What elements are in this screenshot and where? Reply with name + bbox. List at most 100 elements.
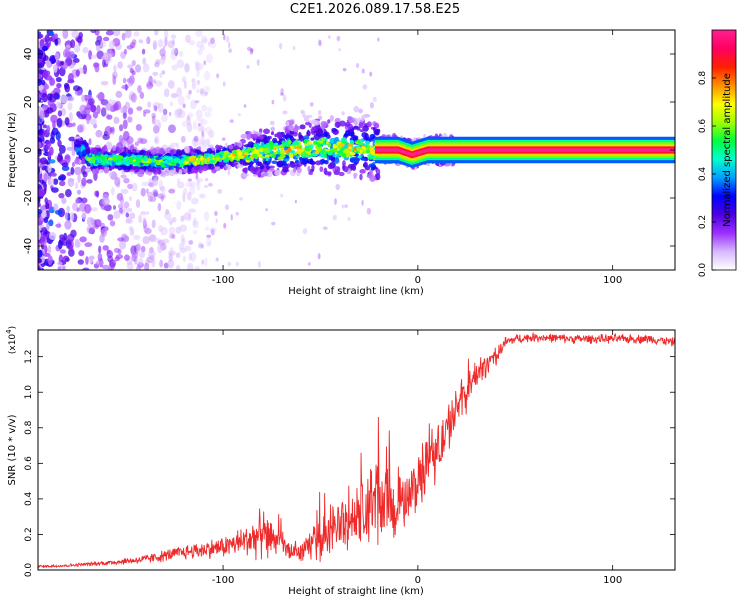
spectrogram-cell — [359, 169, 366, 174]
spectrogram-cell — [123, 48, 128, 55]
spectrogram-cell — [146, 211, 149, 215]
spectrogram-cell — [158, 193, 166, 200]
spectrogram-cell — [152, 39, 158, 50]
spectrogram-cell — [90, 207, 98, 212]
spectrogram-cell — [219, 161, 225, 167]
spectrogram-cell — [161, 70, 166, 75]
spectrogram-cell — [100, 160, 107, 165]
spectrogram-cell — [179, 247, 187, 253]
spectrogram-cell — [65, 44, 71, 49]
spectrogram-cell — [39, 110, 45, 120]
spectrogram-cell — [374, 128, 380, 136]
spectrogram-cell — [112, 30, 121, 37]
spectrogram-cell — [114, 256, 120, 262]
spectrogram-cell — [223, 33, 226, 41]
spectrogram-cell — [135, 124, 142, 131]
spectrogram-cell — [272, 148, 277, 151]
spectrogram-cell — [376, 168, 381, 174]
spectrogram-cell — [209, 159, 216, 164]
spectrogram-cell — [342, 160, 346, 168]
spectrogram-cell — [38, 202, 41, 208]
spectrogram-cell — [129, 159, 133, 164]
spectrogram-cell — [153, 105, 158, 111]
spectrogram-cell — [228, 41, 231, 49]
spectrogram-cell — [200, 90, 207, 97]
spectrogram-cell — [188, 212, 192, 222]
spectrogram-cell — [263, 128, 270, 135]
spectrogram-cell — [57, 139, 62, 148]
spectrogram-cell — [164, 37, 168, 47]
spectrogram-cell — [158, 122, 162, 129]
spectrogram-cell — [121, 32, 126, 41]
spectrogram-cell — [105, 103, 113, 111]
spectrogram-cell — [74, 166, 82, 176]
spectrogram-cell — [38, 124, 41, 131]
spectrogram-cell — [74, 158, 80, 165]
spectrogram-cell — [135, 154, 142, 158]
spectrogram-cell — [195, 62, 200, 71]
spectrogram-cell — [298, 135, 305, 142]
spectrogram-cell — [70, 229, 77, 238]
spectrogram-cell — [367, 156, 374, 160]
spectrogram-cell — [171, 64, 179, 71]
spectrogram-cell — [38, 49, 44, 60]
spectrogram-cell — [38, 147, 42, 155]
spectrogram-cell — [194, 100, 200, 104]
spectrogram-cell — [137, 137, 144, 144]
spectrogram-cell — [44, 34, 50, 43]
spectrogram-cell — [203, 257, 208, 267]
spectrogram-cell — [197, 177, 204, 183]
spectrogram-cell — [303, 134, 310, 140]
spectrogram-cell — [92, 111, 99, 119]
spectrogram-cell — [71, 161, 76, 167]
spectrogram-cell — [252, 170, 257, 175]
spectrogram-cell — [88, 227, 94, 234]
spectrogram-cell — [271, 160, 278, 164]
colorbar-tick-label: 0.8 — [698, 71, 708, 86]
spectrogram-y-tick-label: -40 — [23, 238, 34, 254]
spectrogram-cell — [310, 137, 315, 141]
spectrogram-cell — [81, 212, 87, 221]
spectrogram-cell — [168, 124, 176, 134]
spectrogram-cell — [304, 146, 311, 152]
spectrogram-cell — [343, 133, 349, 137]
spectrogram-cell — [190, 197, 199, 205]
spectrogram-cell — [236, 163, 244, 169]
spectrogram-cell — [182, 192, 186, 203]
spectrogram-cell — [153, 237, 161, 243]
snr-panel: -100 0 100 0.0 0.2 0.4 0.6 0.8 1.0 1.2 Height of… — [5, 326, 676, 597]
spectrogram-cell — [94, 62, 100, 73]
spectrogram-cell — [101, 55, 109, 61]
spectrogram-cell — [38, 63, 42, 69]
spectrogram-cell — [268, 140, 274, 146]
spectrogram-cell — [70, 166, 75, 175]
spectrogram-cell — [107, 214, 114, 221]
spectrogram-cell — [179, 224, 188, 232]
spectrogram-cell — [122, 161, 129, 165]
spectrogram-cell — [160, 226, 168, 236]
spectrogram-cell — [168, 232, 175, 239]
spectrogram-cell — [223, 158, 230, 162]
spectrogram-cell — [202, 139, 211, 148]
spectrogram-cell — [60, 94, 69, 104]
spectrogram-cell — [315, 160, 322, 166]
spectrogram-band — [375, 148, 675, 157]
spectrogram-cell — [208, 182, 213, 187]
spectrogram-cell — [214, 166, 222, 171]
spectrogram-cell — [167, 40, 175, 49]
spectrogram-cell — [85, 147, 91, 155]
spectrogram-cell — [204, 184, 208, 189]
spectrogram-cell — [319, 166, 324, 173]
spectrogram-cell — [157, 102, 164, 113]
spectrogram-cell — [308, 171, 313, 175]
spectrogram-cell — [258, 134, 264, 140]
spectrogram-cell — [58, 192, 65, 199]
spectrogram-cell — [201, 131, 205, 140]
spectrogram-cell — [140, 188, 146, 197]
spectrogram-cell — [199, 88, 204, 95]
spectrogram-cell — [176, 178, 181, 184]
spectrogram-cell — [84, 242, 93, 248]
spectrogram-cell — [76, 36, 83, 44]
spectrogram-cell — [50, 177, 54, 187]
spectrogram-cell — [169, 111, 172, 117]
